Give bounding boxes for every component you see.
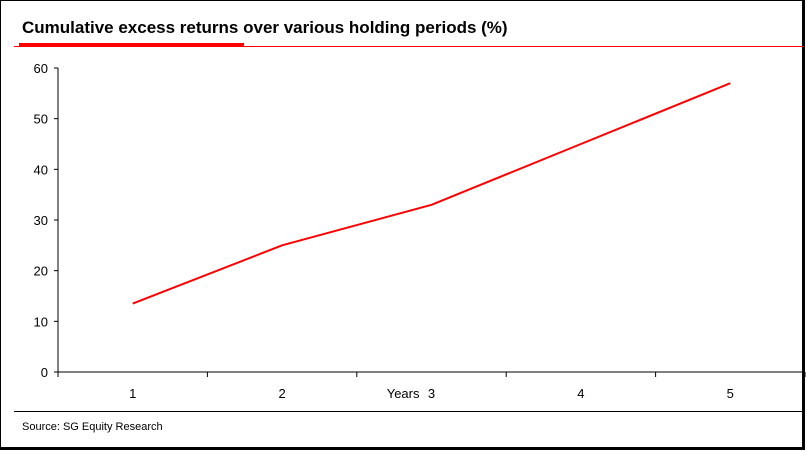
source-divider [14,411,804,412]
chart-title: Cumulative excess returns over various h… [22,18,508,37]
y-axis-ticks: 0 10 20 30 40 50 60 [34,61,58,380]
y-tick-label: 20 [34,264,48,279]
x-axis-ticks: 1 2 3 4 5 [57,372,806,401]
x-tick-label: 2 [278,386,285,401]
y-tick-label: 10 [34,314,48,329]
y-tick-label: 30 [34,213,48,228]
series-line [132,82,731,305]
y-tick-label: 60 [34,61,48,76]
x-tick-label: 5 [727,386,734,401]
x-axis-label: Years [387,386,420,401]
y-tick-label: 40 [34,162,48,177]
title-accent-bar [19,43,244,47]
x-tick-label: 4 [577,386,584,401]
source-note: Source: SG Equity Research [22,421,163,433]
x-tick-label: 1 [129,386,136,401]
axes [57,68,805,373]
title-underline [14,46,804,47]
y-tick-label: 50 [34,112,48,127]
x-tick-label: 3 [428,386,435,401]
series-layer [132,82,731,305]
y-tick-label: 0 [41,365,48,380]
